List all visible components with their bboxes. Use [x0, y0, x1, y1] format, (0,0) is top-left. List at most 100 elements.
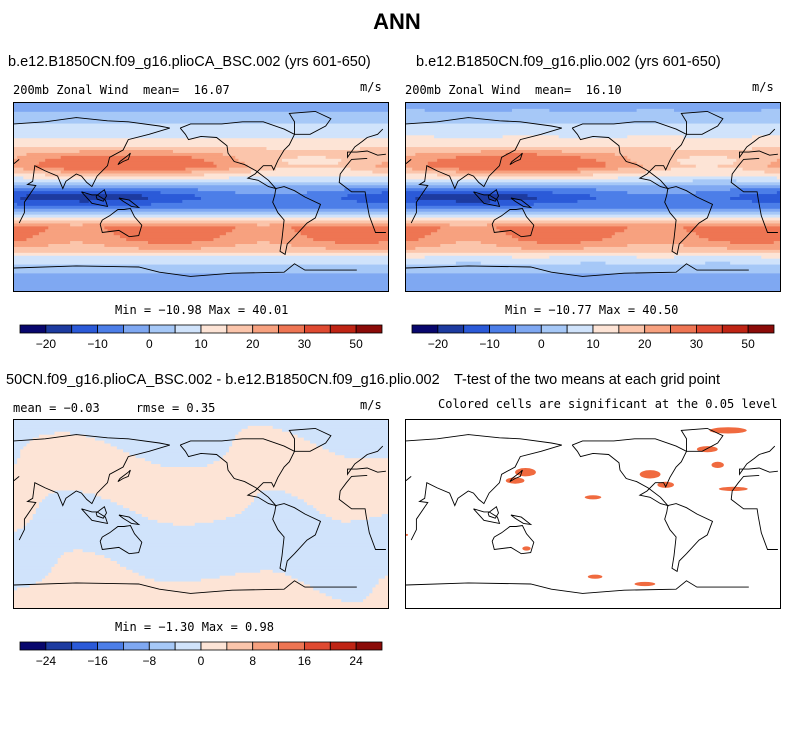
panel4-title: T-test of the two means at each grid poi…: [454, 372, 720, 388]
field-cell: [14, 599, 342, 603]
colorbar-swatch-4: [123, 641, 150, 651]
field-cell: [406, 220, 780, 224]
field-cell: [412, 167, 460, 171]
field-cell: [440, 244, 497, 248]
field-cell: [341, 158, 388, 163]
field-cell: [63, 552, 96, 556]
field-cell: [14, 170, 62, 174]
field-cell: [406, 147, 672, 151]
field-cell: [319, 590, 373, 594]
colorbar-swatch-7: [200, 641, 228, 651]
coastline-0-0: [14, 117, 170, 224]
field-cell: [14, 437, 34, 441]
field-cell: [406, 179, 694, 183]
field-cell: [14, 566, 52, 571]
field-cell: [110, 558, 388, 562]
coastline-2-0: [179, 121, 296, 190]
field-cell: [761, 108, 780, 113]
field-cell: [313, 587, 373, 591]
field-cell: [381, 161, 388, 166]
field-cell: [440, 226, 497, 230]
colorbar-swatch-7: [592, 324, 620, 334]
field-cell: [85, 434, 236, 439]
field-cell: [95, 493, 258, 497]
field-cell: [14, 261, 388, 265]
field-cell: [359, 147, 388, 151]
field-cell: [372, 590, 388, 594]
field-cell: [222, 455, 345, 459]
field-cell: [73, 549, 83, 553]
field-cell: [341, 599, 364, 603]
field-cell: [14, 114, 388, 119]
field-cell: [14, 226, 49, 230]
coastline-8-0: [487, 188, 499, 202]
field-cell: [144, 458, 221, 462]
field-cell: [82, 549, 388, 553]
field-cell: [241, 428, 283, 433]
field-cell: [45, 229, 108, 233]
field-cell: [536, 197, 597, 201]
field-cell: [14, 202, 18, 207]
field-cell: [580, 170, 647, 174]
colorbar-swatch-12: [329, 641, 357, 651]
field-cell: [406, 238, 419, 242]
colorbar-swatch-3: [97, 324, 124, 334]
field-cell: [135, 455, 224, 459]
field-cell: [17, 461, 152, 465]
panel1-field-label: 200mb Zonal Wind: [13, 83, 129, 97]
field-cell: [14, 602, 388, 606]
field-cell: [291, 244, 388, 248]
field-cell: [580, 241, 731, 245]
field-cell: [328, 449, 388, 453]
colorbar-label-1: −10: [479, 337, 500, 351]
field-cell: [110, 443, 233, 447]
field-cell: [406, 123, 780, 127]
colorbar-label-5: 30: [690, 337, 704, 351]
field-cell: [335, 241, 380, 245]
field-cell: [35, 581, 305, 585]
field-cell: [38, 502, 118, 506]
field-cell: [698, 235, 780, 239]
colorbar-swatch-6: [174, 641, 202, 651]
field-cell: [204, 173, 388, 177]
field-cell: [406, 120, 780, 124]
field-cell: [26, 522, 174, 527]
field-cell: [70, 223, 83, 227]
field-cell: [406, 276, 780, 280]
field-cell: [14, 229, 46, 233]
coastline-1-0: [491, 525, 535, 555]
field-cell: [677, 158, 737, 163]
field-cell: [381, 191, 388, 195]
field-cell: [119, 235, 221, 239]
coastline-0-0: [14, 434, 170, 541]
field-cell: [26, 152, 224, 157]
field-cell: [406, 249, 780, 254]
colorbar-swatch-6: [566, 324, 594, 334]
field-cell: [14, 546, 388, 550]
field-cell: [406, 199, 457, 204]
panel4-map-svg: [406, 427, 778, 594]
field-cell: [627, 155, 691, 160]
field-cell: [14, 182, 388, 186]
field-cell: [552, 191, 628, 195]
panel2-minmax: Min = −10.77 Max = 40.50: [505, 303, 679, 317]
field-cell: [17, 587, 314, 591]
field-cell: [430, 232, 507, 236]
field-cell: [499, 229, 625, 233]
field-cell: [82, 223, 258, 227]
field-cell: [138, 246, 202, 251]
field-cell: [418, 238, 519, 242]
field-cell: [14, 587, 18, 591]
field-cell: [344, 455, 388, 459]
coastline-9-0: [118, 197, 141, 209]
field-cell: [269, 241, 336, 245]
colorbar-swatch-1: [45, 324, 73, 334]
field-cell: [406, 211, 780, 216]
field-cell: [14, 561, 59, 565]
field-cell: [14, 516, 34, 521]
field-cell: [306, 502, 388, 506]
colorbar-swatch-11: [304, 641, 331, 651]
field-cell: [235, 572, 286, 577]
colorbar-swatch-2: [71, 324, 98, 334]
field-cell: [282, 428, 388, 433]
